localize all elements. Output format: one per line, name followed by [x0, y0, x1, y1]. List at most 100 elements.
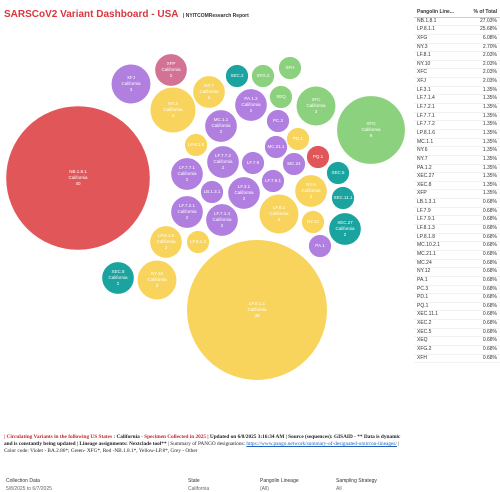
- bubble[interactable]: [154, 53, 188, 87]
- percent-cell: 1.35%: [482, 190, 497, 197]
- lineage-cell: LF.7.7.1: [417, 112, 435, 119]
- bubble[interactable]: [301, 210, 325, 234]
- percent-cell: 0.68%: [482, 320, 497, 327]
- bubble[interactable]: [136, 259, 178, 301]
- bubble[interactable]: [170, 157, 204, 191]
- bubble[interactable]: [225, 64, 249, 88]
- filter[interactable]: Collection Data 5/8/2025 to 6/7/2025: [6, 478, 52, 492]
- bubble[interactable]: [331, 186, 355, 210]
- table-row[interactable]: LF.7.7.2 1.35%: [414, 121, 500, 130]
- table-row[interactable]: LF.8.1 2.03%: [414, 52, 500, 61]
- table-row[interactable]: LF.3.1 1.35%: [414, 87, 500, 96]
- column-header[interactable]: Pangolin Line...: [417, 9, 454, 15]
- bubble-label: LP.8.1.6: [158, 233, 175, 238]
- table-row[interactable]: XFH 0.68%: [414, 355, 500, 364]
- bubble-label: LF.7.9: [247, 160, 260, 165]
- bubble[interactable]: [282, 152, 306, 176]
- bubble[interactable]: [206, 145, 240, 179]
- bubble[interactable]: [204, 109, 238, 143]
- bubble-state: California: [147, 277, 167, 282]
- table-row[interactable]: LF.7.2.1 1.35%: [414, 104, 500, 113]
- bubble[interactable]: [264, 135, 288, 159]
- bubble[interactable]: [101, 261, 135, 295]
- bubble[interactable]: [336, 95, 406, 165]
- table-row[interactable]: NY.12 0.68%: [414, 268, 500, 277]
- filter[interactable]: Pangolin Lineage (All): [260, 478, 299, 492]
- table-row[interactable]: LF.8.1.3 0.68%: [414, 225, 500, 234]
- column-header[interactable]: % of Total: [473, 9, 497, 15]
- table-row[interactable]: XEQ 0.68%: [414, 337, 500, 346]
- percent-cell: 0.68%: [482, 259, 497, 266]
- bubble[interactable]: [170, 195, 204, 229]
- filter[interactable]: Sampling Strategy All: [336, 478, 377, 492]
- bubble[interactable]: [5, 105, 151, 251]
- table-row[interactable]: XFG.2 0.68%: [414, 346, 500, 355]
- bubble[interactable]: [184, 133, 208, 157]
- bubble[interactable]: [261, 169, 285, 193]
- table-row[interactable]: PA.1 0.68%: [414, 277, 500, 286]
- bubble[interactable]: [328, 212, 362, 246]
- bubble[interactable]: [308, 234, 332, 258]
- table-row[interactable]: NY.7 1.35%: [414, 156, 500, 165]
- table-row[interactable]: LB.1.3.1 0.68%: [414, 199, 500, 208]
- bubble[interactable]: [241, 151, 265, 175]
- table-row[interactable]: LF.7.1.4 1.35%: [414, 95, 500, 105]
- bubble[interactable]: [186, 230, 210, 254]
- bubble[interactable]: [294, 174, 328, 208]
- table-row[interactable]: XEC.27 1.35%: [414, 173, 500, 182]
- table-row[interactable]: XEC.8 1.35%: [414, 182, 500, 191]
- percent-cell: 0.68%: [482, 242, 497, 249]
- table-row[interactable]: MC.21.1 0.68%: [414, 251, 500, 260]
- bubble[interactable]: [326, 161, 350, 185]
- bubble-label: XEC.11.1: [334, 195, 353, 200]
- table-row[interactable]: XEC.11.1 0.68%: [414, 311, 500, 321]
- table-row[interactable]: LF.7.7.1 1.35%: [414, 113, 500, 122]
- table-row[interactable]: PA.1.2 1.35%: [414, 165, 500, 174]
- table-row[interactable]: PD.1 0.68%: [414, 294, 500, 303]
- filter-label: State: [188, 478, 200, 484]
- bubble[interactable]: [192, 75, 226, 109]
- table-row[interactable]: XFC 2.03%: [414, 69, 500, 79]
- bubble-label: LP.8.1.1: [249, 301, 266, 306]
- table-row[interactable]: NY.3 2.70%: [414, 44, 500, 53]
- bubble[interactable]: [227, 176, 261, 210]
- bubble[interactable]: [110, 63, 152, 105]
- table-row[interactable]: NY.6 1.35%: [414, 147, 500, 156]
- bubble[interactable]: [266, 109, 290, 133]
- table-row[interactable]: MC.1.1 1.35%: [414, 139, 500, 148]
- table-row[interactable]: MC.24 0.68%: [414, 260, 500, 269]
- table-row[interactable]: XEC.5 0.68%: [414, 329, 500, 338]
- bubble[interactable]: [186, 239, 328, 381]
- bubble[interactable]: [149, 86, 197, 134]
- table-row[interactable]: PC.3 0.68%: [414, 286, 500, 295]
- bubble[interactable]: [149, 225, 183, 259]
- table-row[interactable]: LF.7.9.1 0.68%: [414, 216, 500, 226]
- filter[interactable]: State California: [188, 478, 209, 492]
- bubble-state: California: [161, 67, 181, 72]
- bubble[interactable]: [205, 203, 239, 237]
- bubble[interactable]: [278, 56, 302, 80]
- table-row[interactable]: LP.8.1.1 25.68%: [414, 26, 500, 35]
- table-row[interactable]: NB.1.8.1 27.03%: [414, 18, 500, 27]
- bubble[interactable]: [286, 127, 310, 151]
- table-row[interactable]: XFP 1.35%: [414, 190, 500, 200]
- lineage-cell: LP.8.1.8: [417, 233, 435, 240]
- table-row[interactable]: NY.10 2.03%: [414, 61, 500, 70]
- bubble[interactable]: [200, 180, 224, 204]
- table-row[interactable]: LF.7.9 0.68%: [414, 208, 500, 217]
- table-row[interactable]: XFG 6.08%: [414, 35, 500, 44]
- bubble-chart: NB.1.8.1California40LP.8.1.1California38…: [5, 53, 406, 381]
- table-row[interactable]: PQ.1 0.68%: [414, 303, 500, 312]
- bubble[interactable]: [258, 193, 300, 235]
- link[interactable]: https://www.pango.network/summary-of-des…: [246, 441, 397, 447]
- bubble[interactable]: [295, 85, 337, 127]
- table-row[interactable]: LP.8.1.8 0.68%: [414, 234, 500, 243]
- bubble[interactable]: [269, 85, 293, 109]
- table-row[interactable]: LP.8.1.6 1.35%: [414, 130, 500, 139]
- bubble[interactable]: [306, 145, 330, 169]
- table-row[interactable]: XEC.2 0.68%: [414, 320, 500, 329]
- table-row[interactable]: XFJ 2.03%: [414, 78, 500, 87]
- bubble[interactable]: [234, 88, 268, 122]
- table-row[interactable]: MC.10.2.1 0.68%: [414, 242, 500, 251]
- bubble[interactable]: [251, 64, 275, 88]
